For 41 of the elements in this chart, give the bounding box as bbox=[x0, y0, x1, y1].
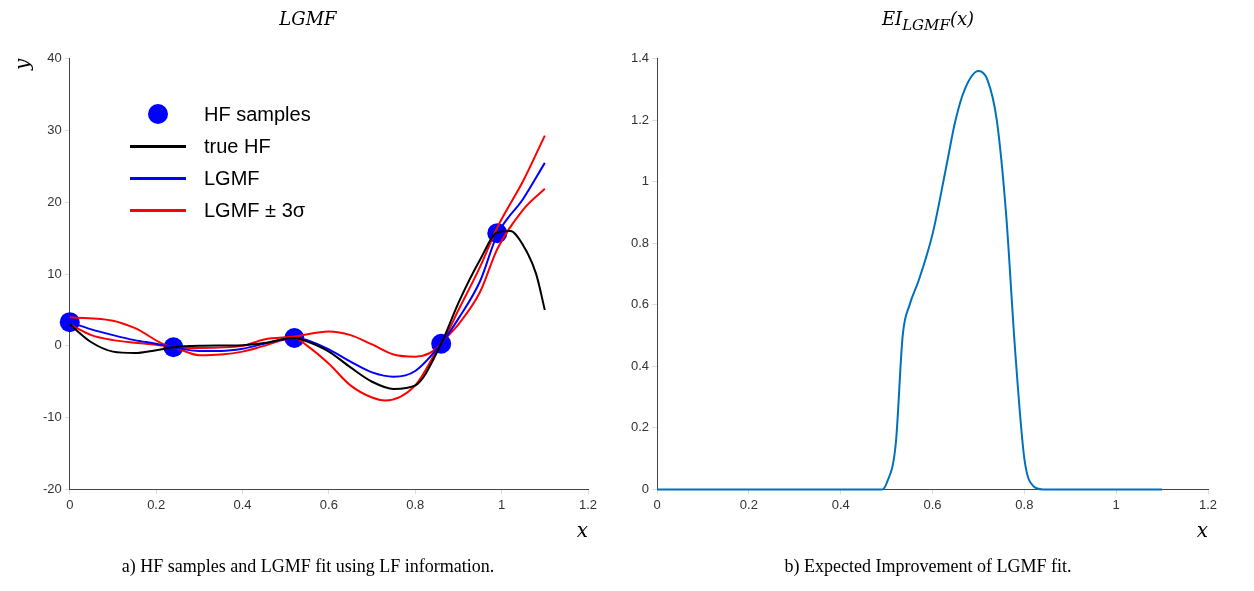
x-tick-label: 0.8 bbox=[406, 496, 425, 512]
y-tick-label: 40 bbox=[47, 50, 62, 66]
x-axis-title: x bbox=[1196, 518, 1208, 543]
x-tick-label: 0 bbox=[66, 496, 74, 512]
y-tick-label: 0.8 bbox=[630, 234, 650, 250]
y-tick-label: 0 bbox=[54, 337, 62, 353]
y-tick-label: -10 bbox=[42, 409, 62, 425]
chart-title: LGMF bbox=[278, 8, 338, 31]
x-tick-label: 0.2 bbox=[739, 496, 758, 512]
chart-title: EI$_{LGMF}$(x) bbox=[880, 8, 976, 36]
y-tick-label: 0 bbox=[641, 480, 650, 496]
x-tick-label: 0.6 bbox=[319, 496, 338, 512]
x-tick-label: 1 bbox=[498, 496, 506, 512]
y-tick-label: 30 bbox=[47, 122, 62, 138]
legend-label: LGMF ± 3σ bbox=[204, 198, 306, 222]
x-tick-label: 0.8 bbox=[1015, 496, 1034, 512]
x-axis-title: x bbox=[576, 518, 588, 543]
x-tick-label: 0 bbox=[653, 496, 661, 512]
legend-label: HF samples bbox=[204, 102, 311, 126]
y-tick-label: 0.6 bbox=[630, 296, 650, 312]
y-tick-label: 1 bbox=[641, 173, 650, 189]
y-tick-label: 20 bbox=[47, 193, 62, 209]
text: b) Expected Improvement of LGMF fit. bbox=[783, 556, 1073, 577]
y-tick-label: 1.2 bbox=[630, 111, 650, 127]
x-tick-label: 0.4 bbox=[831, 496, 850, 512]
x-tick-label: 1 bbox=[1112, 496, 1120, 512]
legend-label: true HF bbox=[204, 134, 271, 158]
y-axis-title: y bbox=[10, 58, 35, 72]
text: a) HF samples and LGMF fit using LF information. bbox=[120, 556, 496, 577]
x-tick-label: 0.4 bbox=[233, 496, 252, 512]
legend-label: LGMF bbox=[204, 166, 260, 190]
x-tick-label: 1.2 bbox=[1198, 496, 1218, 512]
line-series bbox=[656, 70, 1164, 491]
x-tick-label: 1.2 bbox=[578, 496, 598, 512]
x-tick-label: 0.6 bbox=[923, 496, 942, 512]
y-tick-label: 0.4 bbox=[630, 357, 650, 373]
y-tick-label: 1.4 bbox=[630, 50, 650, 66]
y-tick-label: -20 bbox=[42, 480, 62, 496]
y-tick-label: 0.2 bbox=[630, 419, 650, 435]
y-tick-label: 10 bbox=[47, 265, 62, 281]
x-tick-label: 0.2 bbox=[147, 496, 166, 512]
